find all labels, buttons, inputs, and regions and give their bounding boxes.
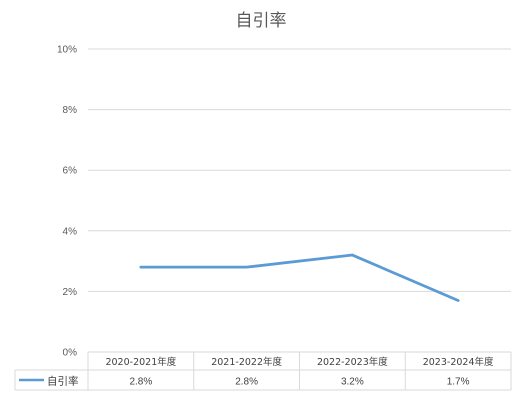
series-line — [139, 253, 460, 302]
y-axis-ticks: 0% 2% 4% 6% 8% 10% — [57, 45, 77, 359]
data-value-label: 2.8% — [129, 377, 152, 388]
y-tick-label: 4% — [63, 226, 78, 237]
y-tick-label: 10% — [57, 45, 77, 56]
series-group — [139, 253, 460, 302]
y-tick-label: 6% — [63, 166, 78, 177]
x-category-label: 2021-2022年度 — [211, 356, 282, 368]
data-value-label: 1.7% — [447, 377, 470, 388]
y-tick-label: 2% — [63, 287, 78, 298]
data-table: 2020-2021年度 2021-2022年度 2022-2023年度 2023-20… — [14, 351, 512, 391]
legend-label: 自引率 — [47, 375, 79, 388]
gridlines — [88, 48, 511, 292]
chart-title: 自引率 — [236, 11, 287, 31]
x-category-label: 2023-2024年度 — [423, 356, 494, 368]
data-value-label: 3.2% — [341, 377, 364, 388]
x-category-label: 2022-2023年度 — [317, 356, 388, 368]
data-value-label: 2.8% — [235, 377, 258, 388]
data-point — [456, 299, 460, 302]
y-tick-label: 0% — [63, 348, 78, 359]
x-category-label: 2020-2021年度 — [105, 356, 176, 368]
data-point — [139, 265, 143, 269]
data-point — [245, 265, 248, 269]
data-point — [351, 253, 354, 257]
y-tick-label: 8% — [63, 105, 78, 116]
